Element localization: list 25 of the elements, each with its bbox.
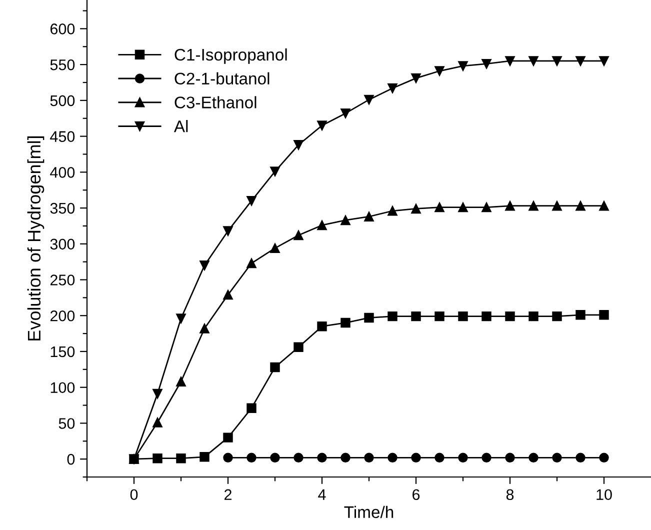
y-tick-label: 250 (50, 274, 75, 286)
x-tick-label: 10 (596, 489, 612, 500)
legend-label: C1-Isopropanol (174, 48, 287, 64)
y-tick-label: 450 (50, 131, 75, 142)
y-tick-label: 500 (50, 95, 75, 106)
y-axis-title: Evolution of Hydrogen[ml] (27, 136, 44, 340)
y-tick-label: 400 (50, 167, 75, 178)
x-tick-label: 8 (506, 489, 514, 500)
x-axis-title: Time/h (344, 506, 394, 518)
y-tick-label: 350 (50, 202, 75, 214)
y-tick-label: 600 (50, 24, 75, 34)
y-tick-label: 100 (50, 382, 75, 394)
x-tick-label: 6 (412, 489, 420, 500)
legend-label: C3-Ethanol (174, 96, 256, 108)
legend-label: Al (174, 120, 188, 132)
y-tick-label: 550 (50, 59, 75, 70)
x-tick-label: 0 (130, 489, 138, 500)
x-tick-label: 2 (224, 489, 232, 500)
y-tick-label: 50 (58, 418, 75, 429)
y-tick-label: 0 (67, 454, 75, 465)
legend-label: C2-1-butanol (174, 72, 270, 84)
x-tick-label: 4 (318, 489, 326, 500)
y-tick-label: 200 (50, 310, 75, 322)
y-tick-label: 150 (50, 346, 75, 358)
y-tick-label: 300 (50, 238, 75, 250)
